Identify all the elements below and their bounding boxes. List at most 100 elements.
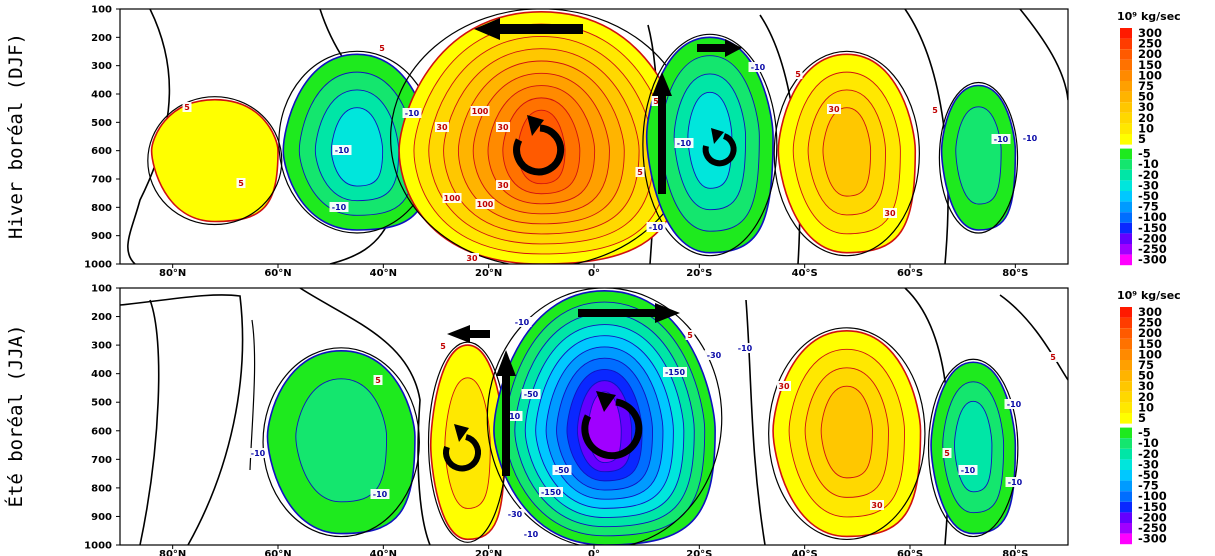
svg-text:5: 5 [238, 179, 244, 188]
colorbar-label: 30 [1138, 100, 1154, 114]
contour-label: 5 [377, 43, 387, 53]
colorbar-label: 30 [1138, 379, 1154, 393]
contour-label: -50 [521, 389, 541, 399]
colorbar-swatch [1120, 360, 1132, 371]
y-tick-label: 1000 [84, 260, 112, 271]
y-tick-label: 400 [91, 369, 112, 380]
rotation-arrow-south [702, 133, 737, 167]
x-tick-label: 20°S [686, 549, 712, 556]
colorbar-title: 10⁹ kg/sec [1117, 289, 1181, 302]
colorbar-swatch [1120, 244, 1132, 255]
x-tick-label: 60°N [264, 268, 291, 279]
y-tick-label: 500 [91, 398, 112, 409]
upper-arrow-south [697, 39, 742, 57]
y-tick-label: 300 [91, 341, 112, 352]
contour-label: 30 [465, 253, 479, 263]
circulation-arrows-djf [474, 18, 742, 194]
colorbar-label: -20 [1138, 168, 1159, 182]
y-tick-label: 600 [91, 426, 112, 437]
svg-text:-50: -50 [524, 390, 539, 399]
y-tick-label: 1000 [84, 541, 112, 552]
contour-label: 5 [651, 96, 661, 106]
cell-ferrel-north-negative [262, 347, 420, 538]
colorbar-swatch [1120, 49, 1132, 60]
cell-ferrel-north-negative [278, 50, 436, 234]
colorbar-swatch [1120, 148, 1132, 160]
y-tick-label: 300 [91, 61, 112, 72]
svg-text:5: 5 [375, 376, 381, 385]
colorbar-label: 150 [1138, 337, 1162, 351]
colorbar-label: -30 [1138, 457, 1159, 471]
svg-text:5: 5 [944, 449, 950, 458]
colorbar-swatch [1120, 201, 1132, 213]
x-tick-label: 40°N [370, 549, 397, 556]
rotation-arrowhead [596, 391, 616, 412]
svg-text:-150: -150 [665, 368, 685, 377]
x-tick-label: 80°S [1002, 549, 1028, 556]
svg-text:-10: -10 [677, 139, 692, 148]
contour-label: 5 [793, 69, 803, 79]
colorbar-label: -150 [1138, 221, 1167, 235]
colorbar-swatch [1120, 59, 1132, 71]
x-tick-label: 20°N [475, 549, 502, 556]
contour-label: 30 [496, 180, 510, 190]
zero-contour [299, 288, 431, 545]
contour-label: 5 [942, 448, 952, 458]
colorbar-swatch [1120, 533, 1132, 545]
x-tick-label: 0° [588, 268, 600, 279]
rotation-arrowhead [711, 128, 724, 144]
x-tick-label: 40°S [792, 549, 818, 556]
colorbar-swatch [1120, 222, 1132, 234]
svg-text:-10: -10 [332, 203, 347, 212]
zero-contour [127, 9, 171, 264]
zero-contour [904, 9, 949, 264]
colorbar-jja: 10⁹ kg/sec30025020015010075503020105-5-1… [1117, 289, 1181, 546]
svg-text:-10: -10 [524, 530, 539, 539]
colorbar-swatch [1120, 112, 1132, 124]
svg-text:5: 5 [637, 168, 643, 177]
zero-contour [642, 33, 778, 257]
svg-text:30: 30 [828, 105, 840, 114]
contour-label: -150 [539, 487, 563, 497]
colorbar-label: 20 [1138, 111, 1154, 125]
colorbar-label: 75 [1138, 358, 1154, 372]
colorbar-swatch [1120, 91, 1132, 103]
contour-label: 30 [435, 122, 449, 132]
x-tick-label: 40°S [792, 268, 818, 279]
cell-north-polar-positive [147, 96, 283, 226]
svg-text:5: 5 [184, 103, 190, 112]
ascent-arrow [496, 350, 516, 476]
zero-contour [745, 299, 766, 545]
contour-label: -10 [248, 448, 268, 458]
contour-band [954, 400, 993, 493]
svg-text:-150: -150 [541, 488, 561, 497]
contour-label: -10 [329, 202, 349, 212]
contour-label: -10 [1005, 477, 1025, 487]
colorbar-label: -50 [1138, 189, 1159, 203]
y-tick-label: 100 [91, 5, 112, 16]
colorbar-label: 300 [1138, 26, 1162, 40]
zero-contour [262, 347, 420, 538]
y-tick-label: 900 [91, 231, 112, 242]
colorbar-swatch [1120, 212, 1132, 223]
colorbar-swatch [1120, 370, 1132, 382]
cell-hadley-winter-positive [390, 9, 693, 264]
contour-label: -10 [735, 343, 755, 353]
x-tick-label: 80°N [159, 549, 186, 556]
svg-text:5: 5 [687, 331, 693, 340]
row-label-jja: Été boréal (JJA) [4, 324, 27, 507]
zero-contour [139, 299, 160, 545]
colorbar-swatch [1120, 448, 1132, 460]
colorbar-label: -250 [1138, 521, 1167, 535]
colorbar-label: -75 [1138, 200, 1159, 214]
colorbar-swatch [1120, 233, 1132, 244]
contour-label: 5 [635, 167, 645, 177]
zero-contour [120, 294, 244, 545]
y-tick-label: 200 [91, 312, 112, 323]
contour-label: 100 [475, 199, 495, 209]
colorbar-swatch [1120, 501, 1132, 513]
y-tick-label: 500 [91, 118, 112, 129]
colorbar-swatch [1120, 470, 1132, 481]
zero-contour [773, 50, 920, 257]
